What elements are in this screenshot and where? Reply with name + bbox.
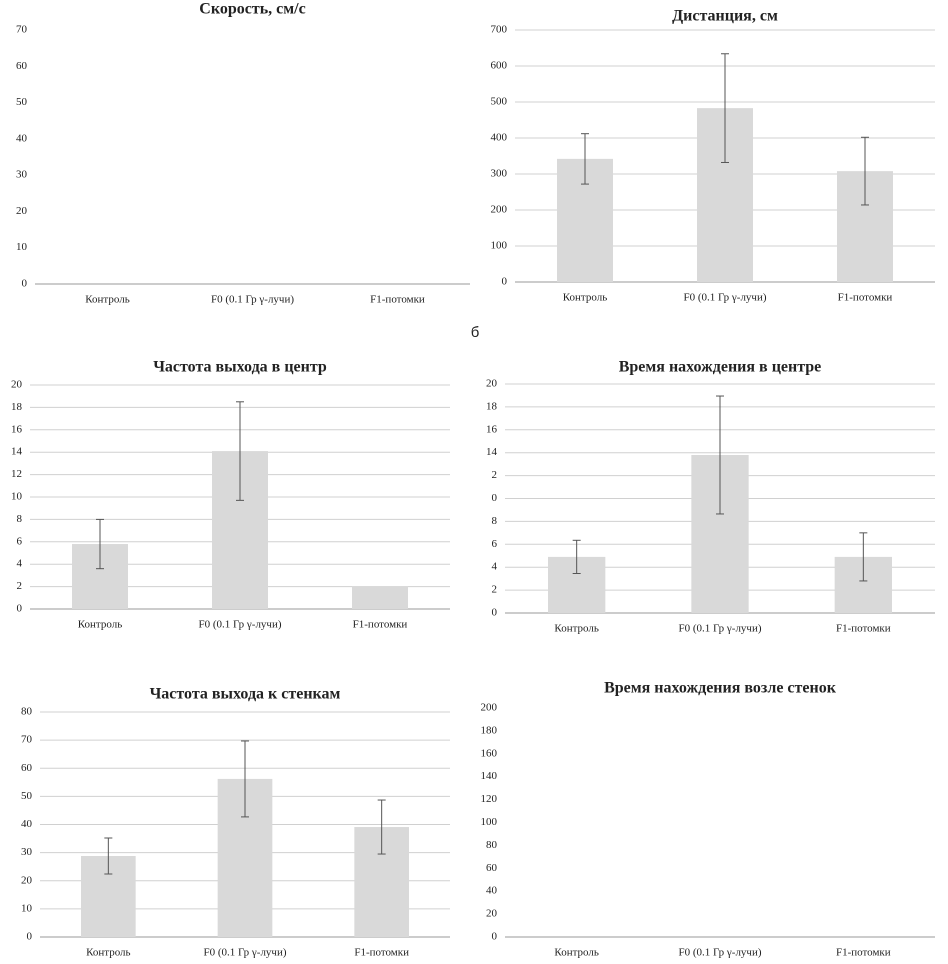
y-tick-label: 2 [492,469,498,481]
y-tick-label: 16 [11,423,23,435]
y-tick-label: 0 [492,931,498,943]
y-tick-label: 14 [486,446,498,458]
error-bar [377,799,386,855]
error-bar [861,136,869,206]
y-tick-label: 0 [27,931,33,943]
y-tick-label: 600 [491,60,508,72]
x-tick-label: F0 (0.1 Гр γ-лучи) [198,619,281,631]
y-tick-label: 160 [481,747,498,759]
y-tick-label: 4 [17,558,23,570]
y-tick-label: 50 [21,790,33,802]
x-tick-label: F1-потомки [836,623,891,635]
y-tick-label: 180 [481,724,498,736]
y-tick-label: 70 [21,734,33,746]
y-tick-label: 2 [492,584,498,596]
x-tick-label: F1-потомки [370,294,425,306]
y-tick-label: 60 [16,60,28,72]
error-bar [241,740,249,818]
chart-title: Время нахождения в центре [619,359,822,376]
y-tick-label: 10 [21,902,33,914]
y-tick-label: 300 [491,168,508,180]
y-tick-label: 18 [486,400,498,412]
y-tick-label: 20 [16,205,28,217]
error-bar [721,53,729,163]
bar [352,586,408,609]
y-tick-label: 14 [11,446,23,458]
y-tick-label: 100 [481,816,498,828]
y-tick-label: 0 [502,276,508,288]
x-tick-label: F0 (0.1 Гр γ-лучи) [211,294,294,306]
y-tick-label: 100 [491,240,508,252]
y-tick-label: 20 [486,378,498,390]
y-tick-label: 80 [486,839,498,851]
y-tick-label: 10 [11,491,23,503]
y-tick-label: 400 [491,132,508,144]
x-tick-label: Контроль [554,623,598,635]
y-tick-label: 30 [16,169,28,181]
y-tick-label: 10 [16,241,28,253]
x-tick-label: F0 (0.1 Гр γ-лучи) [203,947,286,959]
y-tick-label: 20 [11,379,23,391]
y-tick-label: 4 [492,561,498,573]
y-tick-label: 8 [492,515,498,527]
y-tick-label: 12 [11,468,22,480]
y-tick-label: 40 [486,885,498,897]
error-bar [572,539,581,574]
y-tick-label: 20 [21,874,33,886]
y-tick-label: 6 [17,535,23,547]
x-tick-label: F0 (0.1 Гр γ-лучи) [678,947,761,959]
y-tick-label: 80 [21,706,33,718]
error-bar [96,518,104,570]
y-tick-label: 18 [11,401,23,413]
error-bar [581,133,589,185]
y-tick-label: 120 [481,793,498,805]
error-bar [859,532,868,582]
error-bar [104,837,113,875]
x-tick-label: F0 (0.1 Гр γ-лучи) [683,292,766,304]
chart-title: Частота выхода в центр [153,359,327,376]
y-tick-label: 60 [21,762,33,774]
y-tick-label: 700 [491,24,508,36]
x-tick-label: F0 (0.1 Гр γ-лучи) [678,623,761,635]
y-tick-label: 40 [16,132,28,144]
x-tick-label: F1-потомки [838,292,893,304]
y-tick-label: 70 [16,24,28,36]
x-tick-label: Контроль [554,947,598,959]
y-tick-label: 60 [486,862,498,874]
x-tick-label: Контроль [563,292,607,304]
y-tick-label: 8 [17,513,23,525]
chart-title: Скорость, см/с [199,1,305,18]
chart-title: Частота выхода к стенкам [150,686,341,703]
panel-label: б [471,324,480,341]
x-tick-label: F1-потомки [836,947,891,959]
y-tick-label: 16 [486,423,498,435]
y-tick-label: 200 [481,702,498,714]
y-tick-label: 0 [22,278,28,290]
x-tick-label: Контроль [86,947,130,959]
y-tick-label: 200 [491,204,508,216]
x-tick-label: Контроль [78,619,122,631]
y-tick-label: 2 [17,580,23,592]
y-tick-label: 500 [491,96,508,108]
y-tick-label: 0 [17,603,23,615]
chart-title: Время нахождения возле стенок [604,680,837,697]
y-tick-label: 0 [492,492,498,504]
y-tick-label: 140 [481,770,498,782]
chart-title: Дистанция, см [672,8,778,25]
error-bar [716,395,724,515]
x-tick-label: Контроль [85,294,129,306]
y-tick-label: 50 [16,96,28,108]
y-tick-label: 20 [486,908,498,920]
x-tick-label: F1-потомки [354,947,409,959]
y-tick-label: 30 [21,846,33,858]
y-tick-label: 40 [21,818,33,830]
y-tick-label: 0 [492,607,498,619]
x-tick-label: F1-потомки [353,619,408,631]
error-bar [236,401,244,501]
y-tick-label: 6 [492,538,498,550]
